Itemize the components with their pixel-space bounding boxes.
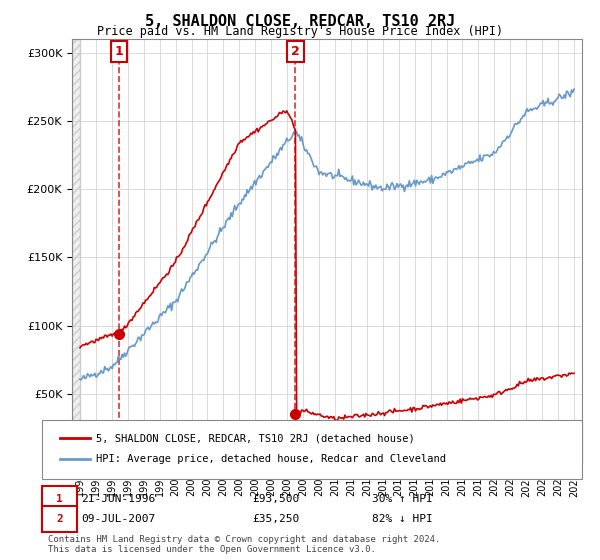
Bar [72, 39, 80, 462]
Text: 2: 2 [56, 514, 63, 524]
Text: 82% ↓ HPI: 82% ↓ HPI [372, 514, 433, 524]
Text: £93,500: £93,500 [252, 494, 299, 504]
Text: Price paid vs. HM Land Registry's House Price Index (HPI): Price paid vs. HM Land Registry's House … [97, 25, 503, 38]
Text: 1: 1 [115, 45, 124, 58]
Text: 09-JUL-2007: 09-JUL-2007 [81, 514, 155, 524]
Text: 21-JUN-1996: 21-JUN-1996 [81, 494, 155, 504]
Text: 1: 1 [56, 494, 63, 504]
Text: 2: 2 [291, 45, 300, 58]
Text: £35,250: £35,250 [252, 514, 299, 524]
Text: 30% ↑ HPI: 30% ↑ HPI [372, 494, 433, 504]
Text: Contains HM Land Registry data © Crown copyright and database right 2024.
This d: Contains HM Land Registry data © Crown c… [48, 535, 440, 554]
Text: 5, SHALDON CLOSE, REDCAR, TS10 2RJ: 5, SHALDON CLOSE, REDCAR, TS10 2RJ [145, 14, 455, 29]
Text: 5, SHALDON CLOSE, REDCAR, TS10 2RJ (detached house): 5, SHALDON CLOSE, REDCAR, TS10 2RJ (deta… [96, 433, 415, 444]
Text: HPI: Average price, detached house, Redcar and Cleveland: HPI: Average price, detached house, Redc… [96, 454, 446, 464]
